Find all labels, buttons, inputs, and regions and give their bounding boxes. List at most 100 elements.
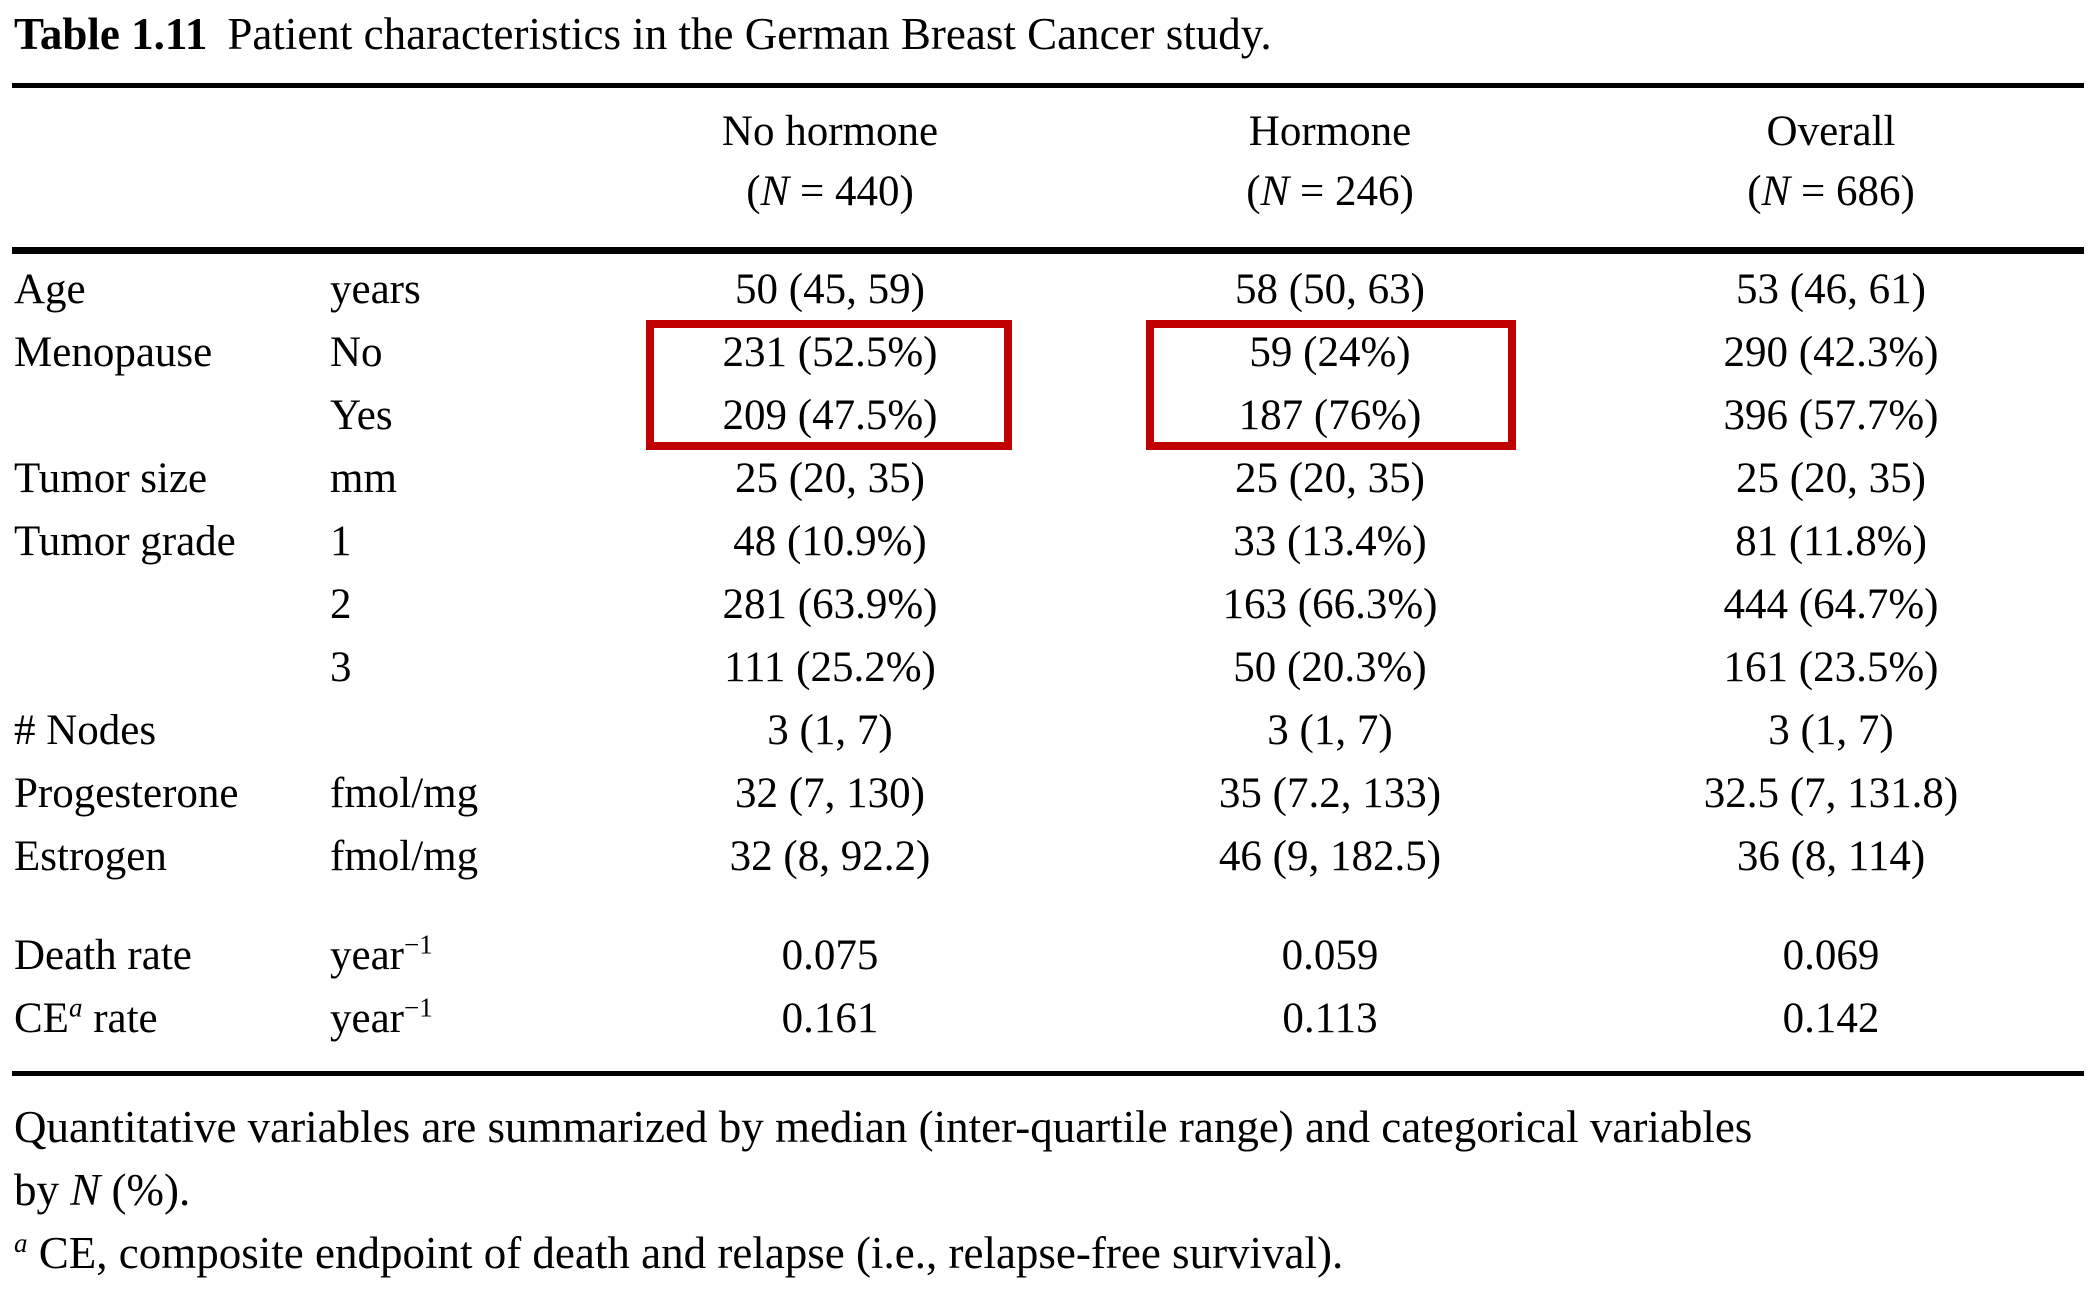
row-unit: 2 (330, 581, 352, 628)
cell-value: 58 (50, 63) (1235, 266, 1425, 313)
cell-value: 81 (11.8%) (1735, 518, 1927, 565)
row-label: # Nodes (14, 707, 157, 754)
row-unit (330, 699, 580, 762)
row-label: Tumor grade (14, 518, 236, 565)
row-unit: fmol/mg (330, 833, 479, 880)
row-label (14, 384, 330, 447)
cell-value: 53 (46, 61) (1736, 266, 1926, 313)
row-unit: years (330, 266, 421, 313)
cell-value: 0.113 (1282, 995, 1378, 1042)
bottom-rule (12, 1071, 2084, 1076)
row-label: Age (14, 266, 86, 313)
row-label (14, 573, 330, 636)
cell-value: 0.069 (1782, 932, 1880, 979)
column-n: (N = 246) (1246, 168, 1414, 215)
cell-value: 25 (20, 35) (1235, 455, 1425, 502)
footnote-marker: a (68, 992, 83, 1023)
cell-value: 35 (7.2, 133) (1218, 770, 1442, 817)
spacer-row (14, 888, 2082, 924)
cell-value: 50 (45, 59) (735, 266, 925, 313)
cell-value: 3 (1, 7) (1267, 707, 1393, 754)
column-name: No hormone (721, 108, 939, 155)
table-footnotes: Quantitative variables are summarized by… (14, 1096, 2086, 1285)
table-row-progesterone: Progesterone fmol/mg 32 (7, 130) 35 (7.2… (14, 762, 2082, 825)
row-label: Menopause (14, 329, 213, 376)
cell-value: 3 (1, 7) (767, 707, 893, 754)
cell-value: 32.5 (7, 131.8) (1703, 770, 1959, 817)
cell-value: 25 (20, 35) (735, 455, 925, 502)
row-unit: year−1 (330, 992, 433, 1042)
top-rule (12, 83, 2084, 88)
row-unit: fmol/mg (330, 770, 479, 817)
cell-value: 46 (9, 182.5) (1218, 833, 1442, 880)
footnote-marker: a (14, 1228, 28, 1258)
row-label: Estrogen (14, 833, 167, 880)
column-n: (N = 686) (1747, 168, 1915, 215)
cell-value: 0.075 (781, 932, 879, 979)
row-label (14, 636, 330, 699)
cell-value: 396 (57.7%) (1723, 392, 1939, 439)
column-header-overall: Overall (N = 686) (1580, 102, 2082, 222)
footnote-ce-definition: a CE, composite endpoint of death and re… (14, 1228, 1344, 1278)
unit-exponent: −1 (404, 992, 433, 1023)
column-n: (N = 440) (746, 168, 914, 215)
table-row-age: Age years 50 (45, 59) 58 (50, 63) 53 (46… (14, 258, 2082, 321)
footnote-summary-line2: by N (%). (14, 1165, 191, 1215)
cell-value: 187 (76%) (1238, 392, 1422, 439)
row-label: Death rate (14, 932, 192, 979)
row-label: Progesterone (14, 770, 239, 817)
cell-value: 444 (64.7%) (1723, 581, 1939, 628)
row-unit: 3 (330, 644, 352, 691)
cell-value: 48 (10.9%) (733, 518, 927, 565)
cell-value: 111 (25.2%) (724, 644, 936, 691)
row-unit: 1 (330, 518, 352, 565)
row-unit: Yes (330, 392, 393, 439)
table-row-tumor-size: Tumor size mm 25 (20, 35) 25 (20, 35) 25… (14, 447, 2082, 510)
cell-value: 32 (7, 130) (735, 770, 925, 817)
cell-value: 36 (8, 114) (1736, 833, 1926, 880)
row-label: CEa rate (14, 992, 158, 1042)
cell-value: 290 (42.3%) (1723, 329, 1939, 376)
row-unit: year−1 (330, 929, 433, 979)
cell-value: 25 (20, 35) (1736, 455, 1926, 502)
unit-exponent: −1 (404, 929, 433, 960)
cell-value: 231 (52.5%) (722, 329, 938, 376)
table-row-death-rate: Death rate year−1 0.075 0.059 0.069 (14, 924, 2082, 987)
table-row-tumor-grade-3: 3 111 (25.2%) 50 (20.3%) 161 (23.5%) (14, 636, 2082, 699)
cell-value: 0.142 (1782, 995, 1880, 1042)
table-row-estrogen: Estrogen fmol/mg 32 (8, 92.2) 46 (9, 182… (14, 825, 2082, 888)
column-header-no-hormone: No hormone (N = 440) (580, 102, 1080, 222)
cell-value: 0.059 (1281, 932, 1379, 979)
column-name: Overall (1766, 108, 1896, 155)
table-row-tumor-grade-2: 2 281 (63.9%) 163 (66.3%) 444 (64.7%) (14, 573, 2082, 636)
row-label: Tumor size (14, 455, 208, 502)
patient-characteristics-table: Age years 50 (45, 59) 58 (50, 63) 53 (46… (14, 258, 2082, 1050)
cell-value: 0.161 (781, 995, 879, 1042)
footnote-summary-line1: Quantitative variables are summarized by… (14, 1102, 1753, 1152)
header-rule (12, 247, 2084, 254)
cell-value: 209 (47.5%) (722, 392, 938, 439)
cell-value: 281 (63.9%) (722, 581, 938, 628)
column-header-hormone: Hormone (N = 246) (1080, 102, 1580, 222)
table-row-menopause-no: Menopause No 231 (52.5%) 59 (24%) 290 (4… (14, 321, 2082, 384)
table-row-nodes: # Nodes 3 (1, 7) 3 (1, 7) 3 (1, 7) (14, 699, 2082, 762)
row-unit: mm (330, 455, 397, 502)
cell-value: 32 (8, 92.2) (729, 833, 931, 880)
cell-value: 3 (1, 7) (1768, 707, 1894, 754)
cell-value: 50 (20.3%) (1233, 644, 1427, 691)
cell-value: 59 (24%) (1249, 329, 1411, 376)
table-row-menopause-yes: Yes 209 (47.5%) 187 (76%) 396 (57.7%) (14, 384, 2082, 447)
table-row-ce-rate: CEa rate year−1 0.161 0.113 0.142 (14, 987, 2082, 1050)
cell-value: 163 (66.3%) (1222, 581, 1438, 628)
table-title: Table 1.11 Patient characteristics in the… (14, 8, 1272, 60)
table-number: Table 1.11 (14, 9, 208, 59)
cell-value: 33 (13.4%) (1233, 518, 1427, 565)
table-row-tumor-grade-1: Tumor grade 1 48 (10.9%) 33 (13.4%) 81 (… (14, 510, 2082, 573)
column-name: Hormone (1248, 108, 1412, 155)
table-caption: Patient characteristics in the German Br… (227, 9, 1272, 59)
highlight-box-menopause-hormone (1146, 320, 1516, 450)
cell-value: 161 (23.5%) (1723, 644, 1939, 691)
highlight-box-menopause-no-hormone (646, 320, 1012, 450)
row-unit: No (330, 329, 383, 376)
